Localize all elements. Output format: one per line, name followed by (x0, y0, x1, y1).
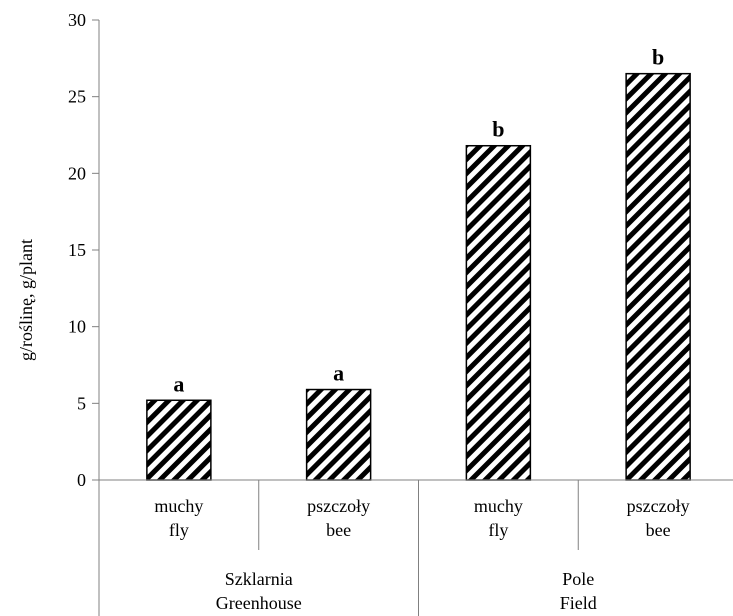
y-tick-label: 5 (77, 393, 86, 413)
group-label-en: Field (560, 593, 597, 613)
bar (625, 72, 691, 481)
category-label: muchy (474, 496, 523, 516)
category-label-en: bee (646, 520, 671, 540)
category-label: muchy (154, 496, 203, 516)
significance-label: b (652, 45, 664, 70)
y-tick-label: 25 (68, 87, 86, 107)
bar (305, 388, 372, 481)
group-label: Szklarnia (225, 569, 293, 589)
y-tick-label: 15 (68, 240, 86, 260)
bar (465, 144, 532, 481)
y-axis: 0 5 10 15 20 25 30 (68, 10, 100, 490)
group-label-en: Greenhouse (216, 593, 302, 613)
y-tick-label: 30 (68, 10, 86, 30)
x-axis: muchy fly pszczoły bee muchy fly pszczoły bee Sz… (98, 479, 733, 616)
category-label: pszczoły (627, 496, 690, 516)
y-tick-label: 10 (68, 317, 86, 337)
group-label: Pole (562, 569, 594, 589)
significance-label: a (333, 361, 344, 386)
category-label: pszczoły (307, 496, 370, 516)
significance-label: b (492, 117, 504, 142)
bars: a a b b (146, 45, 691, 481)
y-axis-title: g/roślinę, g/plant (16, 239, 36, 361)
category-label-en: bee (326, 520, 351, 540)
category-label-en: fly (488, 520, 508, 540)
category-label-en: fly (169, 520, 189, 540)
bar (146, 399, 212, 481)
y-tick-label: 20 (68, 163, 86, 183)
significance-label: a (173, 371, 184, 396)
y-tick-label: 0 (77, 470, 86, 490)
